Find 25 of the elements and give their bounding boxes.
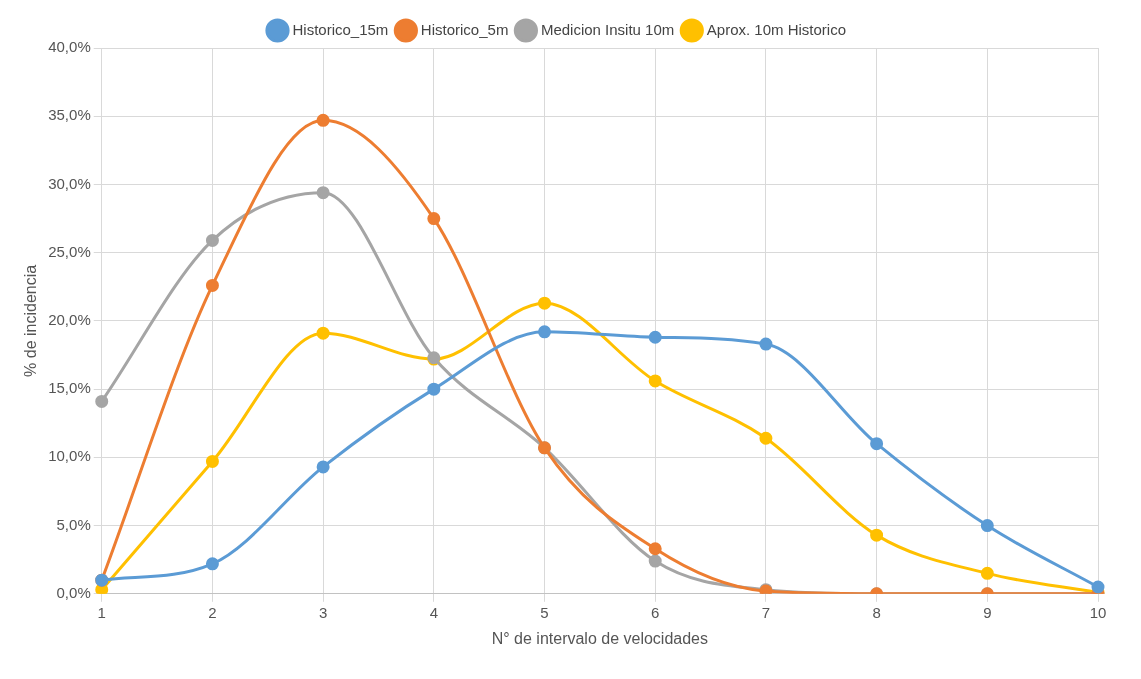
y-tick-label: 5,0%	[56, 515, 91, 533]
y-tick-label: 20,0%	[48, 311, 91, 329]
y-tick-label: 15,0%	[48, 379, 91, 397]
x-axis-title: N° de intervalo de velocidades	[491, 629, 709, 647]
x-tick-label: 8	[872, 603, 881, 621]
x-tick-label: 6	[651, 603, 660, 621]
y-axis-title: % de incidencia	[22, 264, 40, 377]
x-tick-label: 3	[318, 603, 328, 621]
x-tick-label: 1	[97, 603, 106, 621]
legend-label: Medicion Insitu 10m	[540, 20, 675, 38]
x-tick-label: 4	[429, 603, 438, 621]
x-tick-label: 9	[983, 603, 992, 621]
x-tick-label: 10	[1089, 603, 1107, 621]
x-tick-label: 2	[208, 603, 217, 621]
y-tick-label: 30,0%	[48, 174, 91, 192]
legend-label: Historico_15m	[292, 20, 389, 38]
x-tick-label: 5	[540, 603, 549, 621]
y-tick-label: 40,0%	[48, 38, 91, 56]
y-tick-label: 25,0%	[48, 242, 91, 260]
legend-label: Aprox. 10m Historico	[706, 20, 847, 38]
y-tick-label: 0,0%	[56, 583, 91, 601]
y-tick-label: 35,0%	[48, 106, 91, 124]
y-tick-label: 10,0%	[48, 447, 91, 465]
legend-label: Historico_5m	[420, 20, 509, 38]
x-tick-label: 7	[761, 603, 771, 621]
